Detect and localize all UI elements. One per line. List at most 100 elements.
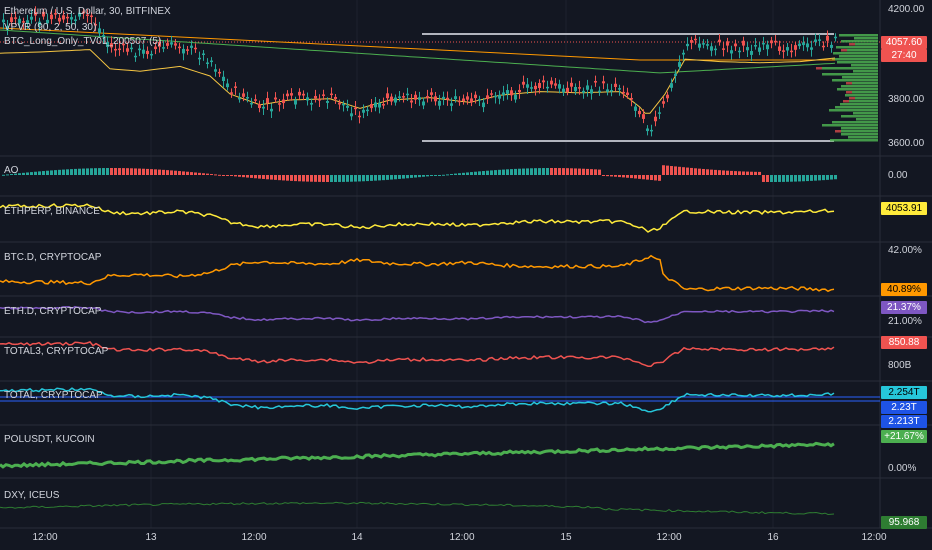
volume-profile-bar (841, 133, 878, 136)
ao-histogram-bar (62, 169, 65, 175)
ethd-value-tag: 21.37% (881, 301, 927, 314)
ao-histogram-bar (726, 170, 729, 175)
candle-body (78, 12, 81, 17)
candle-body (490, 93, 493, 95)
candle-body (566, 87, 569, 93)
volume-profile-bar (841, 127, 878, 130)
ao-histogram-bar (478, 171, 481, 175)
candle-body (518, 89, 521, 93)
pane-label-total[interactable]: TOTAL, CRYPTOCAP (4, 390, 103, 401)
candle-body (530, 87, 533, 89)
volume-profile-bar (846, 91, 852, 94)
pane-label-ethperp[interactable]: ETHPERP, BINANCE (4, 206, 100, 217)
candle-body (122, 43, 125, 46)
ao-histogram-bar (662, 165, 665, 175)
candle-body (42, 11, 45, 17)
ao-histogram-bar (18, 173, 21, 175)
pane-label-ao[interactable]: AO (4, 165, 19, 176)
candle-body (582, 90, 585, 93)
time-axis-label: 12:00 (241, 532, 267, 543)
ao-histogram-bar (22, 172, 25, 175)
btcd-value-tag: 40.89% (881, 283, 927, 296)
candle-body (398, 96, 401, 98)
candle-body (174, 43, 177, 46)
pane-label-polusdt[interactable]: POLUSDT, KUCOIN (4, 434, 95, 445)
ao-histogram-bar (170, 170, 173, 175)
candle-body (766, 44, 769, 50)
time-axis-label: 12:00 (656, 532, 682, 543)
indicator-panes[interactable] (0, 165, 880, 516)
ao-histogram-bar (442, 174, 445, 176)
ao-histogram-bar (122, 168, 125, 175)
ao-histogram-bar (574, 168, 577, 175)
ao-histogram-bar (414, 175, 417, 178)
time-axis-label: 15 (560, 532, 572, 543)
ao-histogram-bar (434, 175, 437, 176)
candle-body (394, 97, 397, 103)
candle-body (126, 48, 129, 52)
ao-histogram-bar (330, 175, 333, 182)
candle-body (438, 100, 441, 106)
total3-axis-tick: 800B (888, 360, 912, 371)
pane-label-btcd[interactable]: BTC.D, CRYPTOCAP (4, 252, 102, 263)
candle-body (506, 90, 509, 94)
ao-histogram-bar (550, 168, 553, 175)
ao-histogram-bar (238, 175, 241, 177)
ao-histogram-bar (74, 168, 77, 175)
volume-profile-bar (830, 139, 878, 142)
candle-body (562, 88, 565, 93)
ao-histogram-bar (130, 168, 133, 175)
vpvr-indicator-label[interactable]: VPVR (90, 2, 50, 30) (4, 22, 97, 33)
candle-body (286, 93, 289, 97)
ao-histogram-bar (774, 175, 777, 182)
volume-profile-bar (846, 82, 852, 85)
ao-histogram-bar (734, 171, 737, 175)
candle-body (666, 94, 669, 99)
ao-histogram-bar (714, 169, 717, 175)
volume-profile-bar (837, 88, 878, 91)
ao-histogram-bar (410, 175, 413, 178)
candle-body (622, 91, 625, 94)
ao-histogram-bar (98, 168, 101, 175)
pane-label-dxy[interactable]: DXY, ICEUS (4, 490, 60, 501)
candle-body (690, 40, 693, 43)
ao-histogram-bar (158, 169, 161, 175)
volume-profile-bar (841, 130, 878, 133)
volume-profile-bar (832, 79, 878, 82)
pane-label-ethd[interactable]: ETH.D, CRYPTOCAP (4, 306, 102, 317)
candle-body (602, 81, 605, 84)
last-price-tag: 4057.60 (881, 36, 927, 49)
strategy-indicator-label[interactable]: BTC_Long_Only_TV01_200507 (5) (4, 36, 162, 47)
candle-body (150, 53, 153, 56)
ao-histogram-bar (458, 173, 461, 175)
ao-histogram-bar (226, 175, 229, 176)
ao-histogram-bar (358, 175, 361, 182)
candle-body (86, 14, 89, 16)
ao-histogram-bar (30, 172, 33, 175)
ao-histogram-bar (598, 169, 601, 175)
ao-histogram-bar (510, 169, 513, 175)
main-price-pane[interactable] (0, 6, 880, 142)
ao-histogram-bar (790, 175, 793, 182)
ao-histogram-bar (642, 175, 645, 180)
pane-label-total3[interactable]: TOTAL3, CRYPTOCAP (4, 346, 109, 357)
symbol-title[interactable]: Ethereum / U.S. Dollar, 30, BITFINEX (4, 6, 171, 17)
candle-body (682, 52, 685, 55)
candle-body (454, 96, 457, 100)
moving-average-line (0, 49, 836, 114)
ao-histogram-bar (262, 175, 265, 179)
ao-histogram-bar (86, 168, 89, 175)
candle-body (554, 83, 557, 86)
candle-body (90, 15, 93, 17)
ao-histogram-bar (554, 168, 557, 175)
ao-histogram-bar (778, 175, 781, 182)
volume-profile-bar (835, 130, 841, 133)
ao-histogram-bar (682, 167, 685, 175)
ao-histogram-bar (686, 167, 689, 175)
ethd-axis-tick: 21.00% (888, 316, 922, 327)
total3-value-tag: 850.88 (881, 336, 927, 349)
candle-body (526, 84, 529, 88)
btcd-line (0, 254, 835, 293)
ao-histogram-bar (318, 175, 321, 182)
